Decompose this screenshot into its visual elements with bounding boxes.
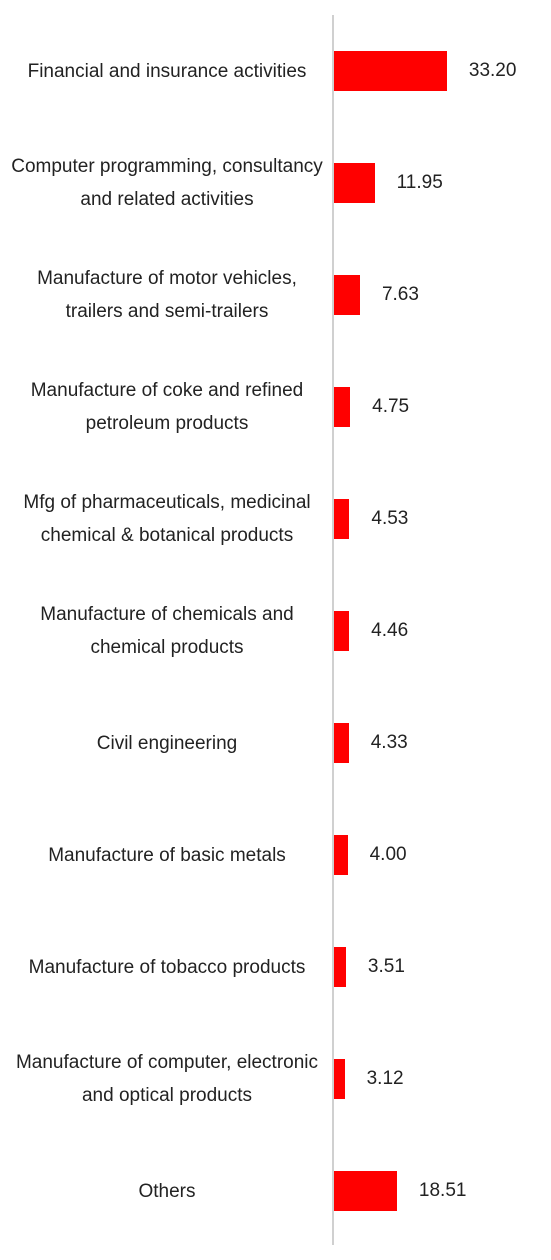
category-label: Civil engineering (96, 732, 238, 754)
category-label: Financial and insurance activities (27, 60, 307, 82)
value-label: 7.63 (381, 284, 419, 305)
category-label: Manufacture of motor vehicles, trailers … (37, 268, 297, 322)
value-label: 33.20 (468, 60, 517, 81)
value-label: 11.95 (396, 172, 443, 193)
category-label: Manufacture of tobacco products (28, 956, 306, 978)
bar (334, 387, 351, 427)
category-label: Others (138, 1180, 196, 1202)
value-label: 4.33 (370, 732, 408, 753)
value-label: 4.53 (371, 508, 409, 529)
category-label: Manufacture of computer, electronic and … (15, 1052, 319, 1106)
category-label: Manufacture of chemicals and chemical pr… (40, 604, 294, 658)
bar (334, 947, 346, 987)
bar (334, 275, 360, 315)
category-label: Computer programming, consultancy and re… (11, 156, 323, 210)
category-label: Mfg of pharmaceuticals, medicinal chemic… (23, 492, 311, 546)
bar (334, 1171, 397, 1211)
value-label: 4.00 (369, 844, 407, 865)
value-label: 18.51 (418, 1180, 467, 1201)
bar (334, 723, 349, 763)
category-label: Manufacture of coke and refined petroleu… (30, 380, 304, 434)
axis-line (332, 15, 334, 1245)
value-label: 4.46 (371, 620, 409, 641)
bar (334, 835, 348, 875)
bar (334, 611, 350, 651)
value-label: 3.51 (367, 956, 405, 977)
bar (334, 51, 447, 91)
category-label: Manufacture of basic metals (48, 844, 286, 866)
bar (334, 1059, 345, 1099)
bar (334, 499, 350, 539)
value-label: 3.12 (366, 1068, 404, 1089)
bar (334, 163, 375, 203)
value-label: 4.75 (372, 396, 410, 417)
